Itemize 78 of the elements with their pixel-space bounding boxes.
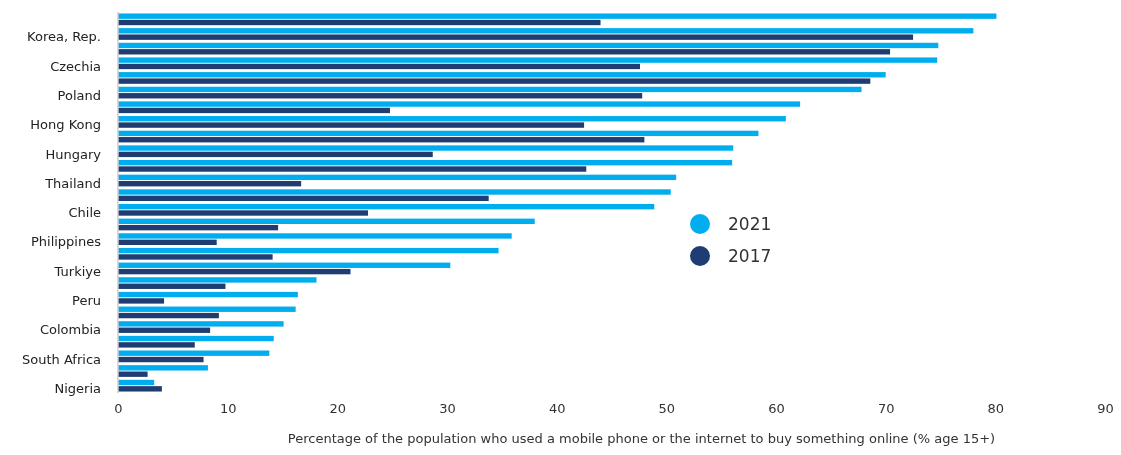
bar (118, 365, 208, 371)
bar (118, 342, 195, 348)
bar (118, 356, 204, 363)
bar (118, 254, 273, 260)
bar (118, 122, 585, 128)
bar (118, 203, 655, 210)
bar (118, 151, 433, 158)
y-tick-label: Thailand (44, 175, 101, 191)
bar (118, 224, 279, 231)
x-tick-label: 60 (768, 401, 785, 417)
bar (118, 93, 643, 99)
bar (118, 291, 298, 298)
bar (118, 130, 759, 137)
bar (118, 63, 641, 70)
bar (118, 371, 148, 377)
x-tick-label: 70 (877, 401, 895, 417)
y-tick-label: Colombia (39, 322, 101, 338)
y-tick-label: South Africa (22, 351, 101, 367)
bar (118, 327, 211, 333)
bar (118, 116, 786, 122)
x-tick-label: 20 (329, 401, 347, 417)
bar (118, 386, 162, 392)
bar (118, 42, 939, 49)
bar (118, 262, 451, 268)
bar (118, 321, 284, 327)
bar (118, 19, 601, 26)
bar (118, 145, 734, 151)
bar (118, 350, 270, 356)
bar (118, 72, 886, 78)
bar (118, 174, 677, 181)
bar (118, 107, 390, 114)
bar (118, 379, 155, 386)
y-tick-label: Poland (57, 87, 101, 103)
bar (118, 166, 587, 172)
bar (118, 218, 535, 225)
bar (118, 335, 274, 342)
bar (118, 298, 165, 304)
y-tick-label: Peru (72, 293, 101, 309)
bar (118, 78, 871, 84)
bar (118, 28, 974, 34)
bar (118, 268, 351, 275)
bar (118, 210, 369, 216)
bar (118, 101, 801, 107)
x-tick-label: 90 (1097, 401, 1114, 417)
bar (118, 49, 891, 55)
bar (118, 160, 733, 166)
y-tick-label: Philippines (30, 234, 102, 250)
bar (118, 239, 217, 245)
y-tick-label: Hungary (45, 146, 102, 162)
y-tick-label: Korea, Rep. (27, 29, 101, 45)
bar (118, 86, 862, 93)
x-tick-label: 50 (658, 401, 676, 417)
bar (118, 277, 317, 283)
x-tick-label: 30 (439, 401, 456, 417)
x-tick-label: 40 (548, 401, 566, 417)
bar (118, 57, 938, 63)
bar (118, 13, 997, 19)
bar (118, 247, 499, 254)
x-axis-title: Percentage of the population who used a mobile phone or the internet to buy something online (% age 15+) (287, 431, 996, 446)
bar (118, 34, 914, 40)
y-tick-label: Hong Kong (30, 117, 101, 133)
legend-label: 2017 (728, 245, 772, 266)
y-tick-label: Turkiye (53, 263, 101, 279)
x-tick-label: 10 (219, 401, 237, 417)
y-tick-label: Czechia (50, 58, 101, 74)
bar (118, 137, 645, 143)
x-tick-label: 0 (114, 401, 123, 417)
y-tick-label: Chile (68, 205, 101, 221)
y-tick-label: Nigeria (54, 381, 101, 396)
bar (118, 195, 489, 202)
x-tick-label: 80 (987, 401, 1005, 417)
bar (118, 283, 226, 289)
bar (118, 312, 219, 319)
legend-label: 2021 (728, 213, 772, 234)
bar (118, 180, 302, 187)
bar (118, 189, 671, 195)
bar (118, 306, 296, 312)
bar (118, 233, 512, 239)
